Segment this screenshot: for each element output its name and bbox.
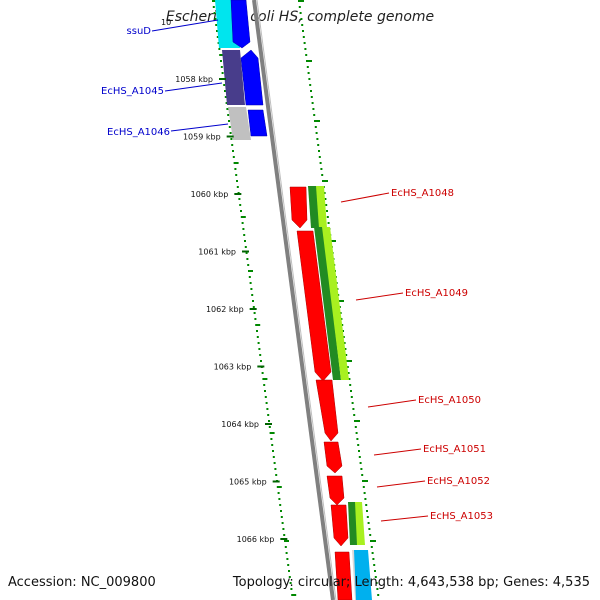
gene-ssuD-arrow	[230, 0, 251, 49]
svg-text:1065 kbp: 1065 kbp	[229, 478, 267, 487]
svg-text:EcHS_A1049: EcHS_A1049	[405, 288, 468, 299]
svg-text:1059 kbp: 1059 kbp	[183, 133, 221, 142]
cog-block-grey	[228, 107, 251, 140]
tick-1065: 1065 kbp	[229, 478, 280, 487]
tick-1061: 1061 kbp	[198, 248, 249, 257]
gene-EcHS_A1053-arrow	[330, 504, 349, 547]
svg-text:EcHS_A1052: EcHS_A1052	[427, 476, 490, 487]
gene-EcHS_A1051-arrow	[323, 441, 343, 474]
svg-text:1063 kbp: 1063 kbp	[214, 363, 252, 372]
svg-text:1058 kbp: 1058 kbp	[175, 75, 213, 84]
gene-EcHS_A1046-arrow	[247, 109, 268, 137]
gene-label-EcHS_A1048[interactable]: EcHS_A1048	[340, 188, 454, 203]
gene-label-EcHS_A1045[interactable]: EcHS_A1045	[101, 82, 223, 97]
gene-EcHS_A1049-arrow	[296, 230, 332, 382]
svg-text:1066 kbp: 1066 kbp	[237, 535, 275, 544]
gene-label-EcHS_A1052[interactable]: EcHS_A1052	[376, 476, 490, 488]
svg-text:EcHS_A1048: EcHS_A1048	[391, 188, 454, 199]
svg-text:1062 kbp: 1062 kbp	[206, 305, 244, 314]
svg-text:EcHS_A1046: EcHS_A1046	[107, 127, 170, 138]
genome-summary-text: Topology: circular; Length: 4,643,538 bp…	[232, 575, 590, 590]
tick-1058: 1058 kbp	[175, 75, 226, 84]
gene-next-arrow	[334, 551, 353, 600]
gene-label-ssuD[interactable]: ssuD	[127, 19, 219, 37]
tick-1066: 1066 kbp	[237, 535, 288, 544]
svg-text:1060 kbp: 1060 kbp	[191, 190, 229, 199]
svg-text:EcHS_A1051: EcHS_A1051	[423, 444, 486, 455]
scale-ticks: 1058 kbp 1059 kbp 1060 kbp 1061 kbp 1062 kbp…	[161, 18, 288, 544]
gene-EcHS_A1048-arrow	[289, 186, 308, 229]
tick-1060: 1060 kbp	[191, 190, 242, 199]
cog-track-forward	[308, 186, 372, 600]
cds-track-reverse	[230, 0, 268, 137]
gene-label-EcHS_A1053[interactable]: EcHS_A1053	[380, 511, 493, 522]
gene-EcHS_A1050-arrow	[315, 379, 339, 442]
gene-labels: ssuD EcHS_A1045 EcHS_A1046 EcHS_A1048 EcHS_A…	[101, 19, 493, 522]
svg-text:EcHS_A1045: EcHS_A1045	[101, 86, 164, 97]
accession-text: Accession: NC_009800	[8, 575, 156, 590]
tick-1063: 1063 kbp	[214, 363, 265, 372]
tick-partial: 10	[161, 18, 171, 27]
svg-text:1061 kbp: 1061 kbp	[198, 248, 236, 257]
gene-label-EcHS_A1050[interactable]: EcHS_A1050	[367, 395, 481, 408]
gene-label-EcHS_A1049[interactable]: EcHS_A1049	[355, 288, 468, 301]
tick-1064: 1064 kbp	[221, 420, 272, 429]
gene-label-EcHS_A1046[interactable]: EcHS_A1046	[107, 123, 229, 138]
svg-text:1064 kbp: 1064 kbp	[221, 420, 259, 429]
tick-1059: 1059 kbp	[183, 133, 234, 142]
svg-text:ssuD: ssuD	[127, 26, 152, 37]
svg-text:EcHS_A1050: EcHS_A1050	[418, 395, 481, 406]
svg-text:EcHS_A1053: EcHS_A1053	[430, 511, 493, 522]
cog-block-slate	[222, 50, 245, 105]
gene-label-EcHS_A1051[interactable]: EcHS_A1051	[373, 444, 486, 456]
genome-backbone	[252, 0, 335, 600]
tick-1062: 1062 kbp	[206, 305, 257, 314]
cds-track-forward	[289, 186, 353, 600]
gene-EcHS_A1052-arrow	[326, 475, 345, 506]
gene-EcHS_A1045-arrow	[240, 49, 264, 106]
